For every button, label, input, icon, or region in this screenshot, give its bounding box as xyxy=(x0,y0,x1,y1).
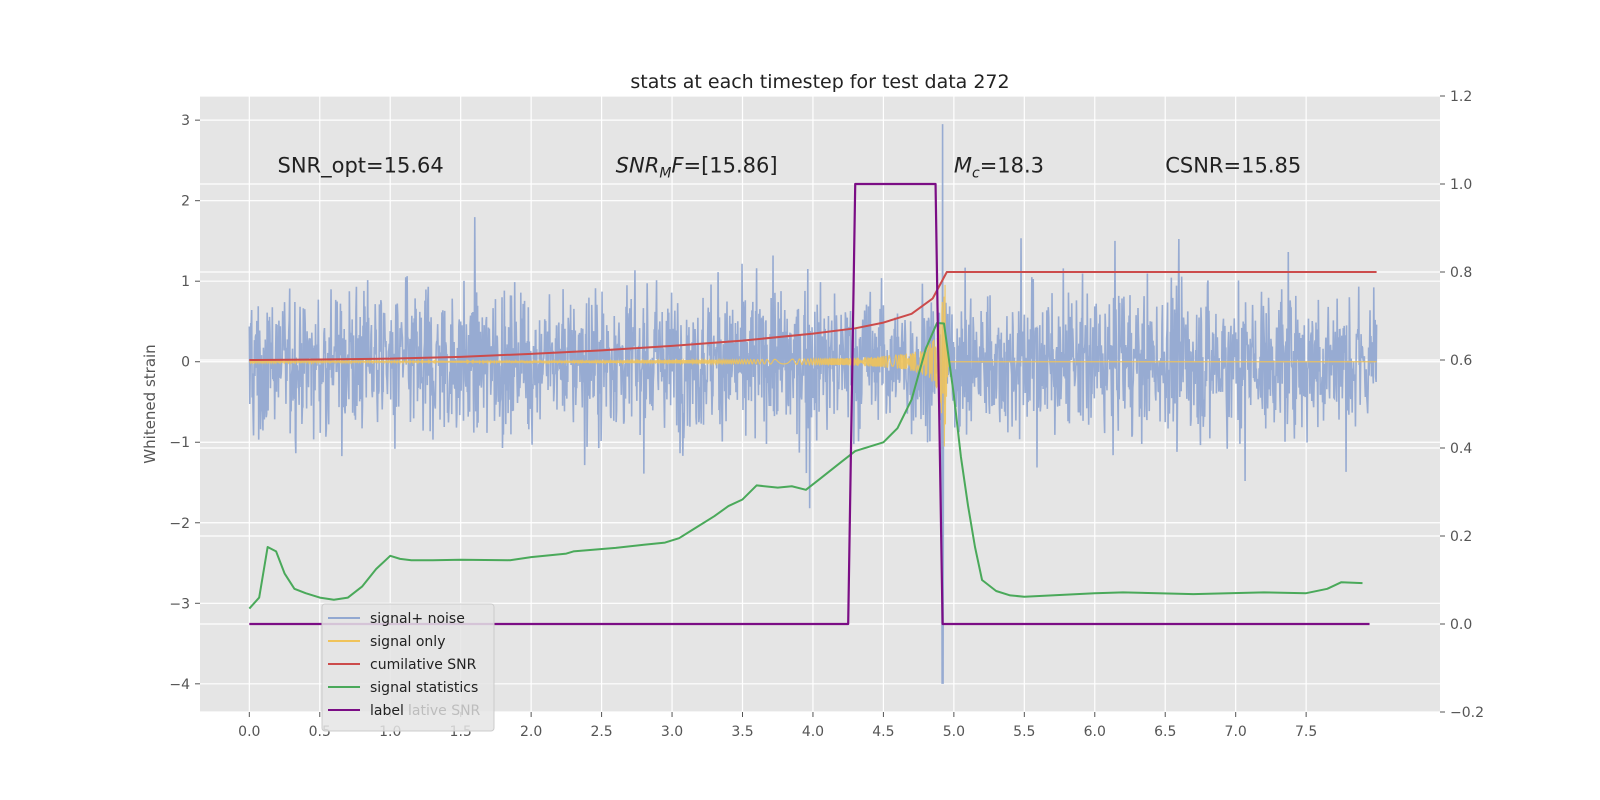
legend-label: signal only xyxy=(370,634,445,650)
x-tick-label: 7.0 xyxy=(1225,724,1247,740)
x-tick-label: 3.0 xyxy=(661,724,683,740)
x-tick-label: 6.0 xyxy=(1084,724,1106,740)
legend-label: signal+ noise xyxy=(370,611,465,627)
x-tick-label: 4.5 xyxy=(872,724,894,740)
y2-tick-label: 0.2 xyxy=(1450,529,1472,545)
y2-tick-label: −0.2 xyxy=(1450,705,1484,721)
y-tick-label: 3 xyxy=(181,113,190,129)
x-tick-label: 5.5 xyxy=(1013,724,1035,740)
legend-box xyxy=(321,603,495,732)
y-axis-label: Whitened strain xyxy=(141,344,159,463)
x-tick-label: 4.0 xyxy=(802,724,824,740)
y-tick-label: −1 xyxy=(169,435,190,451)
y2-tick-label: 0.4 xyxy=(1450,441,1472,457)
series-layer xyxy=(248,124,1378,684)
legend: signal+ noise signal only cumilative SNR si… xyxy=(321,603,495,732)
x-tick-label: 2.5 xyxy=(590,724,612,740)
x-tick-label: 6.5 xyxy=(1154,724,1176,740)
x-tick-label: 5.0 xyxy=(943,724,965,740)
y-tick-label: 0 xyxy=(181,355,190,371)
series-signal-statistics xyxy=(248,322,1363,610)
annotation-layer: SNR_opt=15.64 SNRMF=[15.86] Mc=18.3 CSNR=15… xyxy=(278,154,1302,182)
y2-tick-label: 0.8 xyxy=(1450,265,1472,281)
y-tick-label: −3 xyxy=(169,596,190,612)
x-tick-label: 0.0 xyxy=(238,724,260,740)
series-cumulative-snr xyxy=(249,271,1377,361)
y2-tick-label: 1.0 xyxy=(1450,177,1472,193)
legend-label: signal statistics xyxy=(370,680,478,696)
annotation-snr-mf: SNRMF=[15.86] xyxy=(616,154,778,182)
legend-label: cumilative SNR xyxy=(370,657,477,673)
y2-tick-label: 0.6 xyxy=(1450,353,1472,369)
legend-ghost-text: lative SNR xyxy=(408,703,481,719)
annotation-snr-opt: SNR_opt=15.64 xyxy=(278,154,444,179)
series-signal-only xyxy=(248,284,1377,447)
legend-label: label xyxy=(370,703,404,719)
x-tick-label: 3.5 xyxy=(731,724,753,740)
axes-layer: 0.0 0.5 1.0 1.5 2.0 2.5 3.0 3.5 4.0 4.5 5.0 5.5 6.0 6… xyxy=(169,89,1484,740)
y-tick-label: −2 xyxy=(169,516,190,532)
series-signal-noise xyxy=(248,124,1378,684)
x-tick-label: 7.5 xyxy=(1295,724,1317,740)
x-tick-label: 2.0 xyxy=(520,724,542,740)
y-tick-label: −4 xyxy=(169,677,190,693)
y-tick-label: 1 xyxy=(181,274,190,290)
annotation-mc: Mc=18.3 xyxy=(954,154,1044,182)
y2-tick-label: 1.2 xyxy=(1450,89,1472,105)
y-tick-label: 2 xyxy=(181,194,190,210)
chart-title: stats at each timestep for test data 272 xyxy=(630,71,1009,93)
annotation-csnr: CSNR=15.85 xyxy=(1165,154,1301,178)
series-label xyxy=(249,182,1370,626)
y2-tick-label: 0.0 xyxy=(1450,617,1472,633)
